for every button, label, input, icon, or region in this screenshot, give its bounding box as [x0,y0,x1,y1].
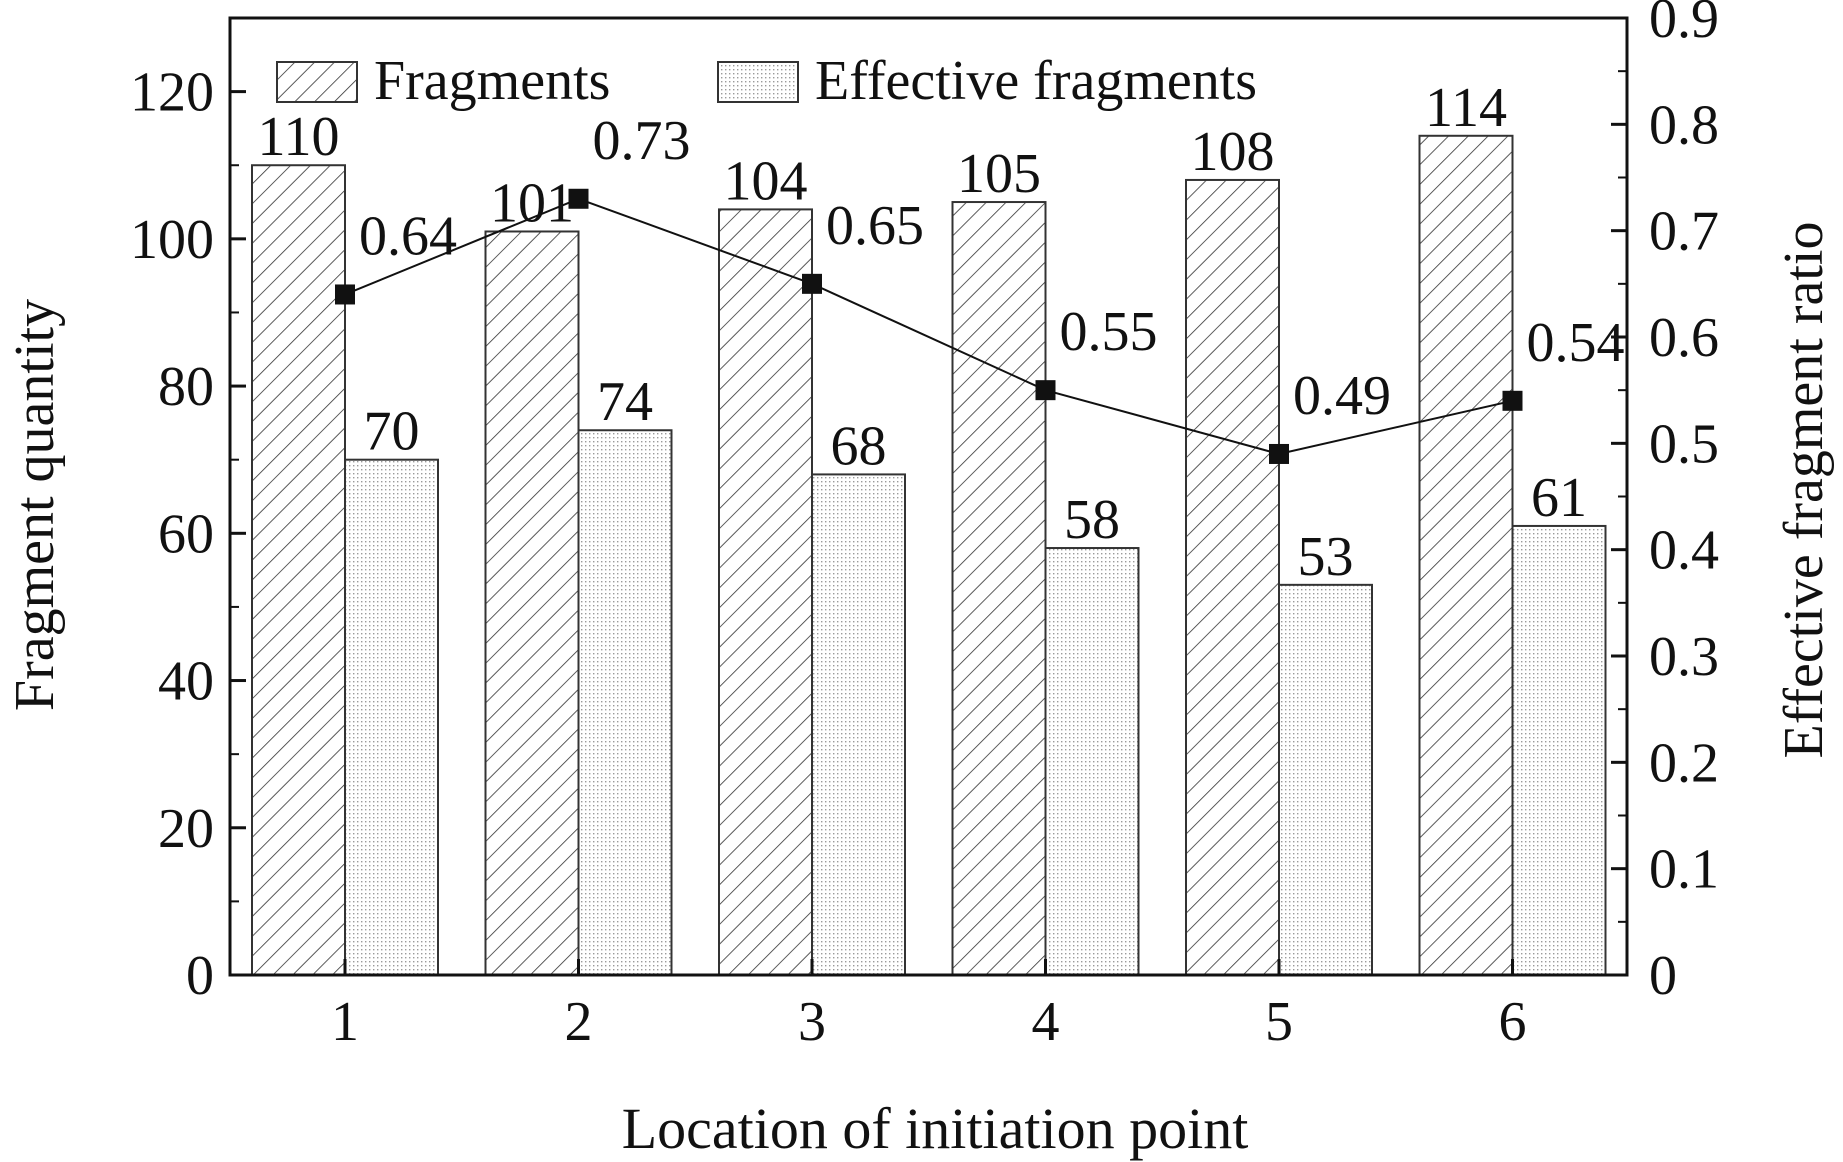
ratio-marker [568,188,589,209]
y-tick-label-left: 80 [158,356,214,418]
ratio-line [344,197,1513,455]
y-tick-label-right: 0.2 [1649,732,1719,794]
bar-fragments [718,208,813,976]
y-axis-title-right: Effective fragment ratio [1773,222,1835,759]
bar-effective-fragments [344,458,439,976]
data-label-fragments: 101 [490,172,574,234]
x-tick-label: 1 [331,991,359,1053]
x-tick-label: 2 [565,991,593,1053]
y-tick-label-right: 0 [1649,945,1677,1007]
bar-effective-fragments [1278,583,1373,976]
y-tick-label-left: 120 [130,62,214,124]
y-tick-label-left: 20 [158,798,214,860]
y-tick-label-right: 0.9 [1649,0,1719,50]
bar-fragments [251,164,346,976]
bar-effective-fragments [577,429,673,976]
legend-swatch-fragments [276,61,358,103]
data-label-effective-fragments: 58 [1064,489,1120,551]
x-tick-label: 3 [798,991,826,1053]
ratio-marker [802,273,822,294]
y-tick-label-right: 0.6 [1649,307,1719,369]
ratio-label: 0.65 [826,195,924,257]
ratio-label: 0.55 [1060,301,1158,363]
ratio-label: 0.64 [359,205,457,267]
data-label-fragments: 114 [1425,77,1507,139]
legend-label-fragments: Fragments [374,50,610,112]
ratio-marker [1035,380,1056,401]
x-tick-label: 6 [1499,991,1527,1053]
ratio-label: 0.49 [1293,365,1391,427]
axes-layer: 0 20 40 60 80 100 120 0 0.1 0.2 0.3 0.4 0.5 0.6 0.7 0.8… [130,0,1719,1053]
ratio-marker [1502,390,1523,411]
x-tick-label: 4 [1032,991,1060,1053]
y-tick-label-left: 60 [158,503,214,565]
y-tick-label-right: 0.4 [1649,520,1719,582]
bar-fragments [1418,134,1514,977]
data-label-effective-fragments: 53 [1298,526,1354,588]
data-label-fragments: 110 [258,106,340,168]
ratio-marker [1269,443,1289,464]
y-tick-label-left: 0 [186,945,214,1007]
data-label-fragments: 104 [724,150,808,212]
y-tick-label-left: 100 [130,209,214,271]
bars-layer [251,134,1607,977]
ratio-marker [335,284,355,305]
bar-labels-layer: 110 70 101 74 104 68 105 58 108 53 114 61 [258,77,1587,588]
x-tick-label: 5 [1265,991,1293,1053]
legend-label-effective-fragments: Effective fragments [815,50,1257,112]
data-label-fragments: 105 [957,143,1041,205]
legend: Fragments Effective fragments [276,50,1257,112]
bar-effective-fragments [811,473,906,976]
y-tick-label-right: 0.5 [1649,413,1719,475]
y-tick-label-right: 0.7 [1649,201,1719,263]
ratio-label: 0.54 [1527,312,1625,374]
data-label-effective-fragments: 70 [364,401,420,463]
bar-fragments [951,201,1047,977]
data-label-effective-fragments: 68 [831,415,887,477]
y-axis-title-left: Fragment quantity [4,299,66,711]
bar-effective-fragments [1511,524,1607,976]
ratio-label: 0.73 [593,110,691,172]
plot-frame [228,16,1629,977]
bar-effective-fragments [1044,547,1140,976]
bar-fragments [1185,178,1280,976]
data-label-effective-fragments: 61 [1531,467,1587,529]
bar-fragments [484,230,580,976]
y-tick-label-left: 40 [158,651,214,713]
y-tick-label-right: 0.8 [1649,94,1719,156]
ratio-line-layer: 0.64 0.73 0.65 0.55 0.49 0.54 [335,110,1625,464]
x-axis-title: Location of initiation point [622,1096,1249,1161]
data-label-effective-fragments: 74 [597,371,653,433]
data-label-fragments: 108 [1191,121,1275,183]
legend-swatch-effective-fragments [717,61,799,103]
y-tick-label-right: 0.1 [1649,839,1719,901]
y-tick-label-right: 0.3 [1649,626,1719,688]
